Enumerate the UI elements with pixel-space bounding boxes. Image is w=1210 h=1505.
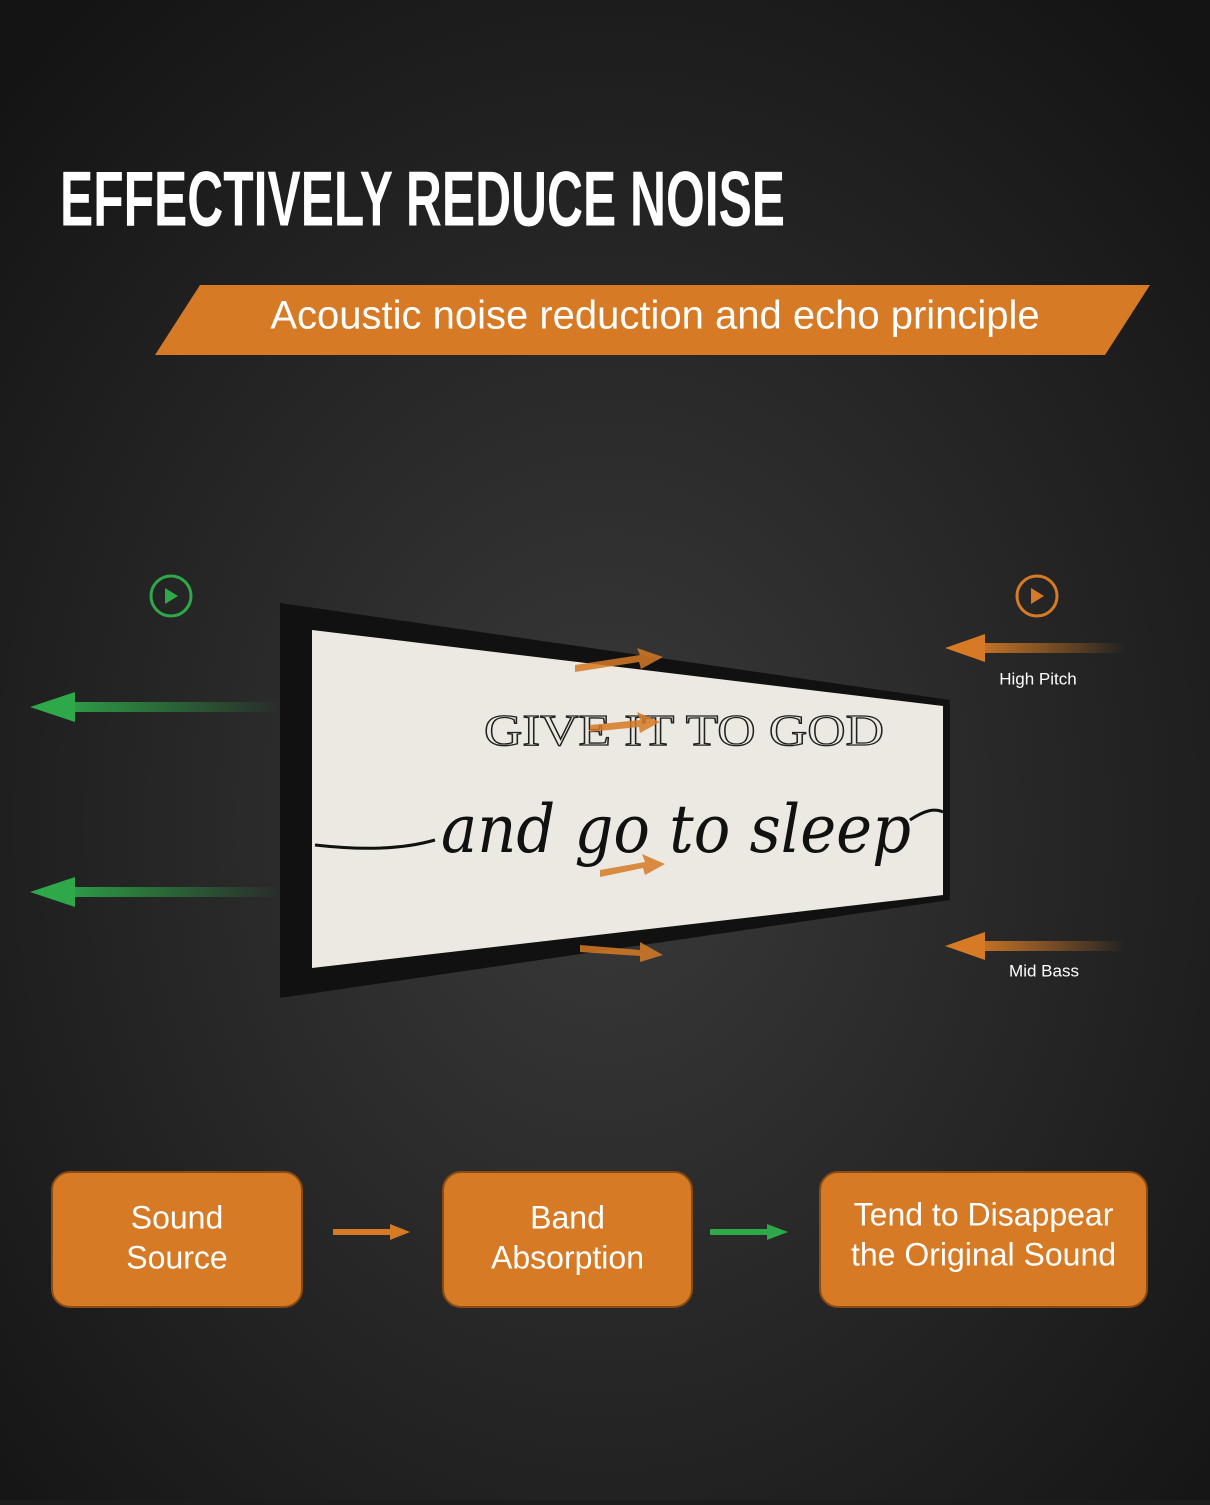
green-arrows: [30, 692, 280, 907]
flow-box: [819, 1171, 1148, 1308]
sound-wave: [965, 722, 1101, 868]
flow: Sound Source Band Absorption Tend to Disappe…: [51, 1171, 1148, 1308]
sound-wave: [100, 770, 221, 822]
sign-line-1: GIVE IT TO GOD: [484, 706, 884, 755]
banner: [155, 285, 1150, 355]
label-high-pitch: High Pitch: [999, 669, 1076, 688]
sign-flourish: [314, 808, 944, 850]
sign-board: [312, 630, 943, 968]
flow-text: the Original Sound: [851, 1236, 1116, 1272]
banner-text: Acoustic noise reduction and echo princi…: [270, 294, 1039, 338]
label-mid-bass: Mid Bass: [1009, 961, 1079, 980]
sound-icon-glyph: [1031, 588, 1044, 604]
absorb-arrows: [575, 648, 665, 962]
flow-box: [442, 1171, 693, 1308]
flow-text: Tend to Disappear: [854, 1196, 1114, 1232]
sound-icon: [149, 574, 193, 618]
flow-box: [51, 1171, 303, 1308]
flow-text: Source: [126, 1239, 227, 1275]
sound-icon: [1015, 574, 1059, 618]
flow-text: Band: [530, 1199, 605, 1235]
sound-icon-glyph: [165, 588, 178, 604]
flow-text: Absorption: [491, 1239, 644, 1275]
sign-line-2: and go to sleep: [441, 791, 911, 868]
orange-arrows: [945, 634, 1125, 960]
flow-text: Sound: [131, 1199, 224, 1235]
title: EFFECTIVELY REDUCE NOISE: [60, 155, 785, 243]
flow-arrows: [333, 1224, 788, 1240]
